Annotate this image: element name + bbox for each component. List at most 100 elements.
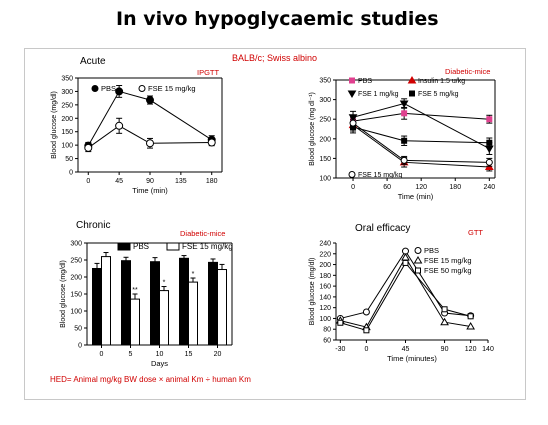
legend-marker <box>348 171 356 178</box>
legend-swatch <box>166 242 180 251</box>
legend-label: FSE 15 mg/kg <box>358 172 402 179</box>
x-tick-label: 180 <box>449 184 461 191</box>
data-point <box>467 313 474 320</box>
data-point <box>441 306 448 313</box>
legend-marker <box>414 247 422 254</box>
legend-marker <box>413 256 423 264</box>
chart-tag: Diabetic-mice <box>180 229 225 238</box>
y-axis-label: Blood glucose (mg/dl) <box>309 258 316 326</box>
x-tick-label: 45 <box>402 346 410 353</box>
legend-label: FSE 15 mg/kg <box>424 256 472 265</box>
y-tick-label: 160 <box>319 284 331 291</box>
y-tick-label: 250 <box>70 258 82 265</box>
y-tick-label: 150 <box>70 292 82 299</box>
y-axis-label: Blood glucose (mg/dl) <box>51 91 58 159</box>
y-tick-label: 250 <box>61 102 73 109</box>
x-tick-label: 120 <box>465 346 477 353</box>
data-point <box>146 139 154 148</box>
data-point <box>402 259 409 266</box>
x-tick-label: 20 <box>214 351 222 358</box>
y-tick-label: 140 <box>319 294 331 301</box>
chart-title: Acute <box>80 56 106 67</box>
data-point <box>207 138 216 147</box>
y-tick-label: 100 <box>319 316 331 323</box>
x-tick-label: 0 <box>86 178 90 185</box>
data-point <box>362 308 370 316</box>
x-tick-label: 90 <box>441 346 449 353</box>
data-point <box>146 96 154 105</box>
y-tick-label: 60 <box>323 338 331 345</box>
legend-label: PBS <box>358 78 372 85</box>
y-axis-label: Blood glucose (mg/dl) <box>60 260 67 328</box>
data-point <box>486 116 493 123</box>
y-tick-label: 300 <box>70 241 82 248</box>
data-point <box>399 100 409 109</box>
data-point <box>84 143 93 152</box>
legend-label: FSE 1 mg/kg <box>358 91 399 98</box>
data-point <box>337 319 344 326</box>
significance-mark: ** <box>132 287 138 294</box>
legend-marker <box>415 267 421 274</box>
series-line <box>87 125 212 149</box>
data-point <box>401 110 408 117</box>
significance-mark: * <box>192 271 195 278</box>
x-tick-label: 0 <box>100 351 104 358</box>
chart-tag: GTT <box>468 228 483 237</box>
chart-tag: Diabetic-mice <box>445 67 490 76</box>
y-tick-label: 200 <box>70 275 82 282</box>
x-tick-label: 135 <box>175 178 187 185</box>
y-tick-label: 240 <box>319 241 331 248</box>
legend-marker <box>347 90 357 98</box>
data-point <box>401 137 408 144</box>
y-tick-label: 120 <box>319 305 331 312</box>
x-tick-label: 90 <box>146 178 154 185</box>
x-tick-label: 120 <box>415 184 427 191</box>
y-tick-label: 180 <box>319 273 331 280</box>
legend-label: FSE 5 mg/kg <box>418 91 459 98</box>
legend-label: PBS <box>133 242 149 251</box>
legend-label: FSE 15 mg/kg <box>148 84 196 93</box>
footnote: HED= Animal mg/kg BW dose × animal Km ÷ … <box>50 375 251 384</box>
significance-mark: * <box>163 280 166 287</box>
y-tick-label: 80 <box>323 327 331 334</box>
x-axis-label: Days <box>151 359 168 368</box>
y-tick-label: 250 <box>319 117 331 124</box>
x-tick-label: 10 <box>156 351 164 358</box>
y-tick-label: 200 <box>61 116 73 123</box>
data-point <box>400 156 408 164</box>
data-point <box>466 322 475 330</box>
data-point <box>349 119 357 127</box>
x-axis-label: Time (minutes) <box>387 354 437 363</box>
y-tick-label: 100 <box>70 309 82 316</box>
data-point <box>115 87 124 96</box>
x-tick-label: 15 <box>185 351 193 358</box>
data-point <box>440 317 449 326</box>
x-axis-label: Time (min) <box>398 192 434 201</box>
data-point <box>363 327 370 334</box>
x-tick-label: 60 <box>383 184 391 191</box>
x-tick-label: 140 <box>482 346 494 353</box>
x-tick-label: 45 <box>115 178 123 185</box>
legend-marker <box>138 85 146 92</box>
legend-label: PBS <box>101 84 116 93</box>
y-tick-label: 150 <box>319 156 331 163</box>
y-tick-label: 50 <box>65 156 73 163</box>
chart-title: Chronic <box>76 220 110 231</box>
y-tick-label: 350 <box>319 78 331 85</box>
x-tick-label: -30 <box>335 346 345 353</box>
y-tick-label: 200 <box>319 136 331 143</box>
legend-label: FSE 50 mg/kg <box>424 266 472 275</box>
x-tick-label: 180 <box>206 178 218 185</box>
legend-label: PBS <box>424 246 439 255</box>
y-axis-label: Blood glucose (mg dl⁻¹) <box>309 92 316 166</box>
y-tick-label: 300 <box>61 89 73 96</box>
y-tick-label: 50 <box>74 326 82 333</box>
legend-swatch <box>117 242 131 251</box>
y-tick-label: 300 <box>319 97 331 104</box>
legend-marker <box>409 90 415 97</box>
y-tick-label: 100 <box>61 143 73 150</box>
